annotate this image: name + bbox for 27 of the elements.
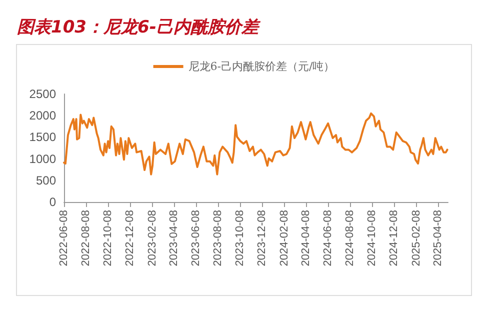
x-tick-label: 2024-08-08 (344, 210, 356, 266)
x-tick-label: 2024-12-08 (388, 210, 400, 266)
y-tick-label: 2500 (29, 87, 56, 101)
x-tick-label: 2023-04-08 (168, 210, 180, 266)
y-tick-label: 500 (36, 173, 56, 188)
y-tick-label: 0 (49, 195, 56, 209)
line-series (63, 112, 448, 176)
x-tick-label: 2023-12-08 (256, 210, 268, 266)
x-tick-label: 2023-02-08 (146, 210, 159, 266)
x-tick-label: 2024-02-08 (278, 210, 290, 266)
y-tick-label: 2000 (29, 108, 56, 123)
x-tick-label: 2022-08-08 (80, 210, 92, 266)
x-tick-label: 2022-12-08 (124, 210, 136, 266)
x-tick-label: 2022-10-08 (102, 210, 114, 266)
x-tick-label: 2023-10-08 (234, 210, 246, 266)
y-tick-label: 1000 (29, 152, 56, 166)
x-tick-label: 2023-08-08 (212, 210, 224, 266)
x-tick-label: 2024-04-08 (300, 210, 312, 266)
x-tick-label: 2025-04-08 (432, 210, 444, 266)
chart-title: 图表103：尼龙6-己内酰胺价差 (17, 18, 262, 38)
x-tick-label: 2024-06-08 (322, 210, 334, 266)
legend-label: 尼龙6-己内酰胺价差（元/吨） (188, 60, 335, 73)
x-tick-label: 2024-10-08 (366, 210, 378, 266)
x-tick-label: 2022-06-08 (58, 210, 70, 266)
x-tick-label: 2025-02-08 (410, 210, 423, 266)
y-tick-label: 1500 (29, 130, 56, 144)
x-tick-label: 2023-06-08 (190, 210, 202, 266)
